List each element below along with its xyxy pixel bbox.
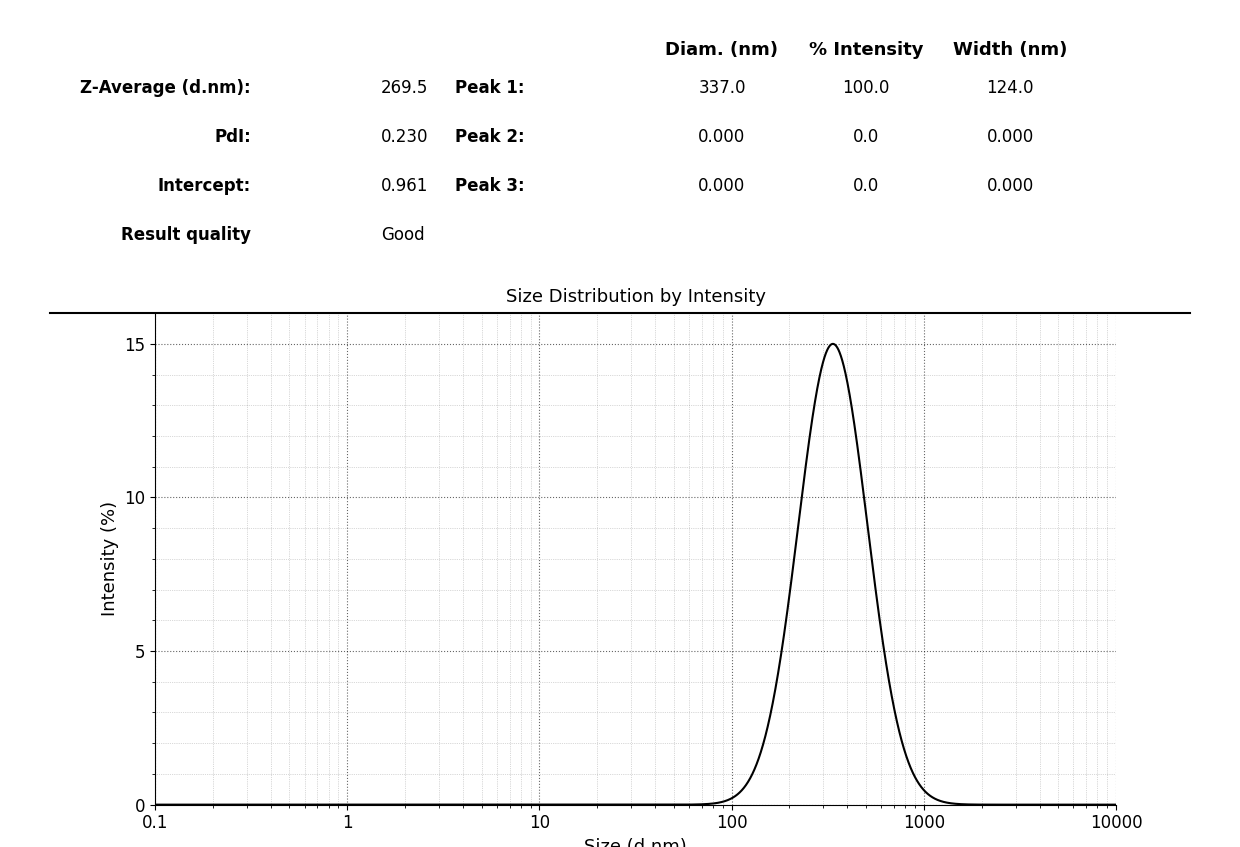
Text: Peak 2:: Peak 2: [455,128,525,147]
Text: 0.000: 0.000 [987,128,1034,147]
Text: 0.000: 0.000 [698,128,745,147]
Text: Width (nm): Width (nm) [954,41,1068,59]
Text: 0.000: 0.000 [698,177,745,196]
Text: 124.0: 124.0 [987,79,1034,97]
Text: Peak 1:: Peak 1: [455,79,525,97]
Text: 269.5: 269.5 [381,79,428,97]
Y-axis label: Intensity (%): Intensity (%) [100,501,119,617]
Text: Peak 3:: Peak 3: [455,177,525,196]
Text: 0.0: 0.0 [853,177,879,196]
Text: 337.0: 337.0 [698,79,745,97]
Text: 0.000: 0.000 [987,177,1034,196]
Text: Diam. (nm): Diam. (nm) [666,41,779,59]
Text: Good: Good [381,226,424,245]
X-axis label: Size (d.nm): Size (d.nm) [584,838,687,847]
Text: % Intensity: % Intensity [808,41,924,59]
Text: 0.0: 0.0 [853,128,879,147]
Title: Size Distribution by Intensity: Size Distribution by Intensity [506,288,765,306]
Text: Intercept:: Intercept: [157,177,250,196]
Text: Z-Average (d.nm):: Z-Average (d.nm): [81,79,250,97]
Text: 0.230: 0.230 [381,128,428,147]
Text: Result quality: Result quality [122,226,250,245]
Text: 0.961: 0.961 [381,177,428,196]
Text: PdI:: PdI: [215,128,250,147]
Text: 100.0: 100.0 [842,79,890,97]
